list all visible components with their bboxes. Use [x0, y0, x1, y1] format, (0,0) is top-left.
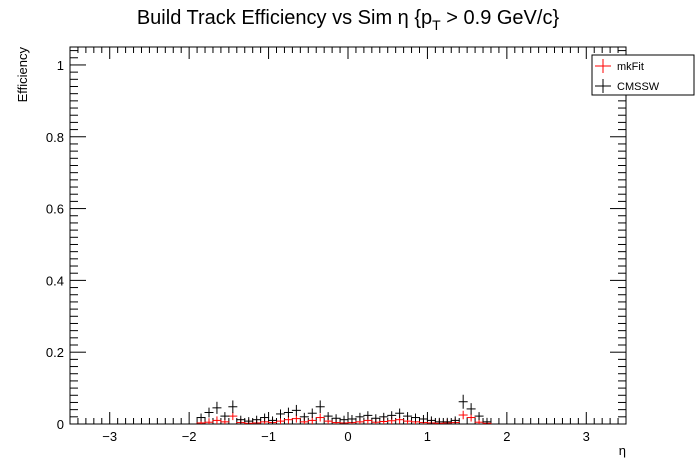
data-point-cmssw — [331, 414, 341, 423]
data-point-cmssw — [299, 412, 309, 421]
data-point-cmssw — [283, 407, 293, 418]
data-point-cmssw — [260, 413, 270, 422]
data-point-cmssw — [307, 408, 317, 418]
x-tick-label: 0 — [344, 429, 351, 444]
x-tick-label: −3 — [102, 429, 117, 444]
y-tick-label: 0.2 — [46, 345, 64, 360]
data-point-cmssw — [315, 400, 325, 414]
data-point-cmssw — [482, 417, 492, 424]
data-point-cmssw — [236, 415, 246, 424]
data-point-cmssw — [466, 403, 476, 415]
legend-label-cmssw: CMSSW — [617, 81, 660, 93]
data-point-mkfit — [315, 413, 325, 422]
data-point-cmssw — [387, 411, 397, 420]
data-point-cmssw — [411, 413, 421, 422]
data-point-cmssw — [268, 416, 278, 424]
chart-title: Build Track Efficiency vs Sim η {pT > 0.… — [137, 7, 560, 33]
series-layer — [196, 394, 492, 424]
data-point-cmssw — [418, 414, 428, 423]
data-point-mkfit — [466, 413, 476, 422]
y-tick-label: 1 — [57, 58, 64, 73]
data-point-mkfit — [458, 410, 468, 420]
data-point-cmssw — [347, 414, 357, 423]
data-point-cmssw — [291, 404, 301, 416]
data-point-cmssw — [474, 412, 484, 421]
data-point-cmssw — [458, 394, 468, 409]
data-point-mkfit — [228, 412, 238, 421]
x-tick-label: 2 — [503, 429, 510, 444]
data-point-cmssw — [196, 413, 206, 422]
data-point-cmssw — [228, 400, 238, 414]
data-point-cmssw — [442, 417, 452, 424]
data-point-cmssw — [363, 411, 373, 420]
series-cmssw — [196, 394, 492, 424]
data-point-cmssw — [395, 408, 405, 418]
data-point-cmssw — [403, 412, 413, 421]
legend-label-mkfit: mkFit — [617, 61, 644, 73]
y-tick-label: 0.4 — [46, 273, 64, 288]
data-point-cmssw — [212, 401, 222, 414]
chart-title-suffix: > 0.9 GeV/c} — [441, 7, 560, 29]
y-axis-label: Efficiency — [15, 47, 30, 103]
chart-title-subscript: T — [432, 17, 441, 33]
legend-box — [591, 54, 695, 96]
axes: −3 −2 −1 0 1 2 3 0 0.2 0.4 0.6 0.8 1 — [46, 47, 627, 444]
x-tick-label: −1 — [261, 429, 276, 444]
data-point-cmssw — [275, 409, 285, 419]
data-point-cmssw — [450, 416, 460, 424]
plot-frame — [69, 46, 627, 425]
legend: mkFit CMSSW — [591, 54, 695, 96]
data-point-cmssw — [220, 412, 230, 421]
data-point-mkfit — [204, 418, 214, 424]
data-point-cmssw — [204, 407, 214, 418]
data-point-cmssw — [252, 415, 262, 424]
x-tick-label: 1 — [424, 429, 431, 444]
y-tick-label: 0.6 — [46, 202, 64, 217]
data-point-cmssw — [244, 417, 254, 424]
y-tick-label: 0.8 — [46, 130, 64, 145]
data-point-cmssw — [339, 415, 349, 424]
data-point-cmssw — [379, 412, 389, 421]
y-tick-label: 0 — [57, 417, 64, 432]
data-point-cmssw — [355, 412, 365, 421]
data-point-mkfit — [291, 414, 301, 423]
data-point-cmssw — [371, 414, 381, 423]
x-axis-label: η — [619, 443, 626, 458]
data-point-cmssw — [434, 417, 444, 424]
x-tick-label: −2 — [182, 429, 197, 444]
data-point-mkfit — [212, 416, 222, 424]
chart-title-main: Build Track Efficiency vs Sim η {p — [137, 7, 432, 29]
x-tick-label: 3 — [583, 429, 590, 444]
data-point-cmssw — [323, 412, 333, 421]
data-point-cmssw — [426, 416, 436, 424]
